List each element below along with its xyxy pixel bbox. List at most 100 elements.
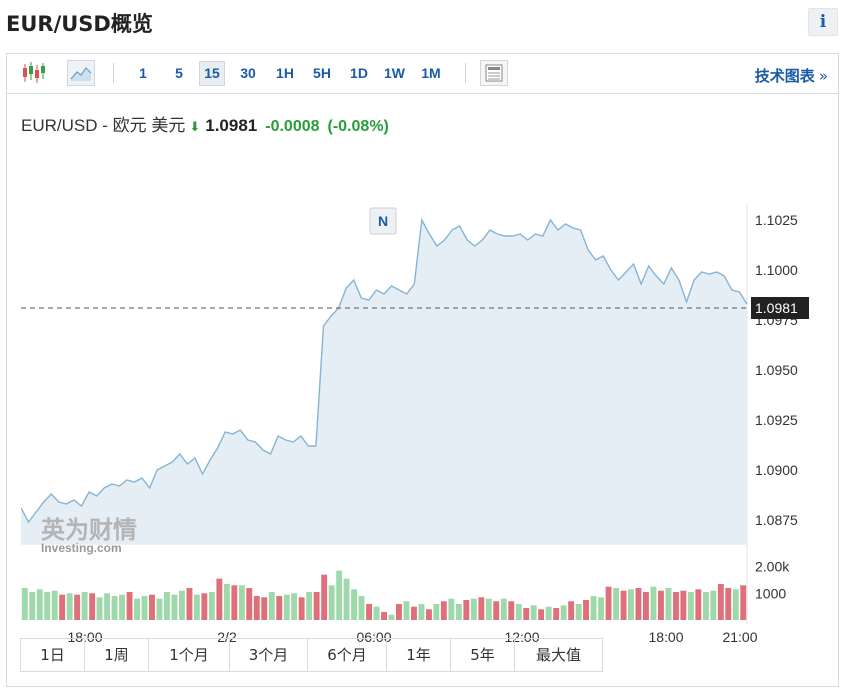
volume-bar	[538, 609, 545, 620]
info-button[interactable]: i	[808, 8, 838, 36]
volume-bar	[358, 596, 365, 620]
volume-bar	[253, 596, 260, 620]
volume-bar	[433, 604, 440, 620]
chart-widget: 1 5 15 30 1H 5H 1D 1W 1M 技术图表» EUR/USD - 欧元 美元 ⬇ 1…	[6, 53, 839, 687]
page-title: EUR/USD概览	[6, 12, 153, 36]
volume-bar	[111, 596, 118, 620]
timeframe-1m[interactable]: 1M	[421, 65, 441, 81]
volume-bar	[351, 589, 357, 620]
y-tick-label: 1.0925	[755, 412, 798, 428]
quote-line: EUR/USD - 欧元 美元 ⬇ 1.0981 -0.0008 (-0.08%)	[21, 111, 389, 136]
volume-bar	[208, 592, 215, 620]
volume-bar	[440, 601, 447, 620]
volume-bar	[613, 588, 619, 620]
range-tab-1[interactable]: 1周	[85, 639, 149, 671]
chevron-double-right-icon: »	[818, 67, 828, 85]
range-tab-7[interactable]: 最大值	[535, 646, 581, 664]
quote-symbol: EUR/USD - 欧元 美元	[21, 116, 186, 135]
news-marker[interactable]	[369, 207, 397, 235]
volume-bar	[343, 578, 350, 620]
volume-bar	[291, 593, 298, 620]
timeframe-1w[interactable]: 1W	[384, 65, 405, 81]
volume-bar	[725, 588, 732, 620]
volume-bar	[628, 589, 634, 620]
tech-chart-link[interactable]: 技术图表»	[755, 65, 828, 86]
volume-bar	[216, 578, 223, 620]
volume-bar	[321, 574, 328, 620]
range-tab-0[interactable]: 1日	[21, 639, 85, 671]
volume-bar	[238, 585, 245, 620]
volume-bar	[193, 594, 200, 620]
timeframe-1h[interactable]: 1H	[276, 65, 294, 81]
volume-bar	[66, 593, 73, 620]
volume-bar	[575, 604, 582, 620]
watermark-cn: 英为财情	[41, 516, 137, 544]
volume-bar	[246, 588, 253, 620]
timeframe-5h[interactable]: 5H	[313, 65, 331, 81]
timeframe-1d[interactable]: 1D	[350, 65, 368, 81]
volume-bar	[485, 598, 492, 620]
arrow-down-icon: ⬇	[189, 119, 201, 134]
range-tab-4[interactable]: 6个月	[308, 639, 387, 671]
x-tick-label: 18:00	[67, 629, 102, 644]
volume-bar	[493, 601, 500, 620]
range-tab-6[interactable]: 5年	[451, 639, 515, 671]
x-tick-label: 21:00	[722, 629, 757, 644]
volume-bar	[478, 597, 485, 620]
volume-bar	[149, 594, 155, 620]
x-tick-label: 06:00	[356, 629, 391, 644]
volume-bar	[702, 592, 709, 620]
volume-bar	[635, 588, 642, 620]
volume-bar	[598, 597, 604, 620]
volume-bar	[717, 584, 724, 620]
volume-bar	[560, 605, 567, 620]
volume-bar	[605, 586, 612, 620]
volume-bar	[81, 592, 88, 620]
volume-bar	[59, 594, 66, 620]
x-tick-label: 18:00	[648, 629, 683, 644]
volume-bar	[426, 609, 432, 620]
volume-bar	[179, 590, 185, 620]
timeframe-5[interactable]: 5	[175, 65, 183, 81]
volume-bar	[268, 592, 275, 620]
candlestick-icon[interactable]	[19, 60, 47, 86]
y-tick-label: 1.0900	[755, 462, 798, 478]
quote-price: 1.0981	[205, 116, 258, 135]
area-chart-icon[interactable]	[67, 60, 95, 86]
range-tab-5[interactable]: 1年	[387, 639, 451, 671]
volume-bar	[223, 584, 230, 620]
volume-bar	[508, 601, 515, 620]
timeframe-30[interactable]: 30	[240, 65, 256, 81]
volume-bar	[366, 604, 372, 620]
volume-bar	[673, 592, 679, 620]
volume-bar	[141, 596, 148, 620]
range-tabs: 1日 1周 1个月 3个月 6个月 1年 5年 最大值	[20, 638, 603, 672]
volume-bar	[523, 608, 530, 620]
chart-toolbar: 1 5 15 30 1H 5H 1D 1W 1M 技术图表»	[7, 54, 838, 94]
volume-tick-label: 1000	[755, 585, 786, 601]
timeframe-1[interactable]: 1	[139, 65, 147, 81]
volume-bar	[74, 594, 81, 620]
range-tab-3[interactable]: 3个月	[230, 639, 308, 671]
volume-bar	[186, 588, 193, 620]
volume-bar	[665, 588, 672, 620]
volume-bar	[396, 604, 402, 620]
volume-bar	[553, 608, 560, 620]
x-tick-label: 2/2	[217, 629, 237, 644]
quote-change: -0.0008	[265, 118, 320, 135]
table-view-icon[interactable]	[480, 60, 508, 86]
volume-bar	[388, 614, 395, 620]
volume-bar	[21, 588, 28, 620]
price-area	[21, 220, 747, 544]
volume-bar	[568, 601, 575, 620]
volume-bar	[650, 586, 657, 620]
volume-bar	[411, 606, 417, 620]
volume-bar	[687, 592, 694, 620]
range-tab-2[interactable]: 1个月	[149, 639, 230, 671]
volume-bar	[283, 594, 290, 620]
volume-bar	[104, 593, 110, 620]
timeframe-15[interactable]: 15	[199, 61, 225, 86]
news-marker-label: N	[378, 213, 388, 229]
volume-bar	[710, 590, 717, 620]
volume-bar	[740, 585, 747, 620]
